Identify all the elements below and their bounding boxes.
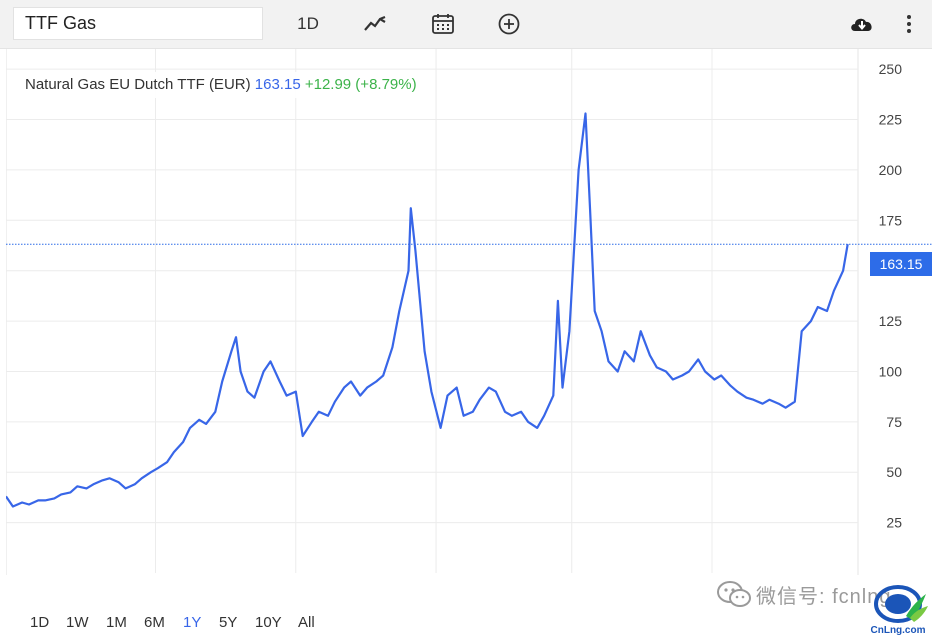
y-tick-label-100: 100 bbox=[879, 363, 903, 379]
range-button-5y[interactable]: 5Y bbox=[219, 614, 238, 631]
price-chart[interactable]: 255075100125150175200225250SepNov2022Mar… bbox=[6, 49, 932, 575]
y-tick-label-125: 125 bbox=[879, 313, 903, 329]
cnlng-logo: CnLng.com bbox=[871, 585, 928, 636]
y-tick-label-25: 25 bbox=[886, 515, 902, 531]
range-button-1w[interactable]: 1W bbox=[66, 614, 89, 631]
chart-legend: Natural Gas EU Dutch TTF (EUR) 163.15 +1… bbox=[17, 72, 425, 98]
watermark: 微信号: fcnlng CnLng.com bbox=[716, 578, 932, 636]
watermark-text: 微信号: fcnlng bbox=[756, 586, 892, 608]
legend-instrument-name: Natural Gas EU Dutch TTF (EUR) bbox=[25, 76, 251, 93]
y-tick-label-50: 50 bbox=[886, 464, 902, 480]
legend-last-value: 163.15 bbox=[254, 76, 301, 93]
y-tick-label-175: 175 bbox=[879, 212, 903, 228]
range-button-all[interactable]: All bbox=[298, 614, 315, 631]
symbol-search-input[interactable]: TTF Gas bbox=[13, 7, 263, 40]
cloud-download-icon[interactable] bbox=[845, 7, 879, 41]
chart-svg: 255075100125150175200225250SepNov2022Mar… bbox=[6, 49, 932, 575]
chart-toolbar: TTF Gas 1D bbox=[0, 0, 932, 49]
y-tick-label-75: 75 bbox=[886, 414, 902, 430]
series-line bbox=[6, 112, 849, 508]
range-button-1m[interactable]: 1M bbox=[106, 614, 127, 631]
svg-text:CnLng.com: CnLng.com bbox=[871, 625, 926, 636]
period-button[interactable]: 1D bbox=[297, 14, 319, 33]
y-tick-label-225: 225 bbox=[879, 112, 903, 128]
last-price-tag: 163.15 bbox=[870, 252, 932, 276]
y-tick-label-200: 200 bbox=[879, 162, 903, 178]
legend-change: +12.99 (+8.79%) bbox=[304, 76, 417, 93]
calendar-icon[interactable] bbox=[426, 7, 460, 41]
wechat-icon bbox=[717, 581, 751, 607]
plus-circle-icon[interactable] bbox=[492, 7, 526, 41]
line-chart-icon[interactable] bbox=[358, 7, 392, 41]
range-button-10y[interactable]: 10Y bbox=[255, 614, 282, 631]
y-tick-label-250: 250 bbox=[879, 61, 903, 77]
range-button-6m[interactable]: 6M bbox=[144, 614, 165, 631]
more-vertical-icon[interactable] bbox=[892, 7, 926, 41]
range-button-1y[interactable]: 1Y bbox=[183, 614, 202, 631]
range-button-1d[interactable]: 1D bbox=[30, 614, 50, 631]
